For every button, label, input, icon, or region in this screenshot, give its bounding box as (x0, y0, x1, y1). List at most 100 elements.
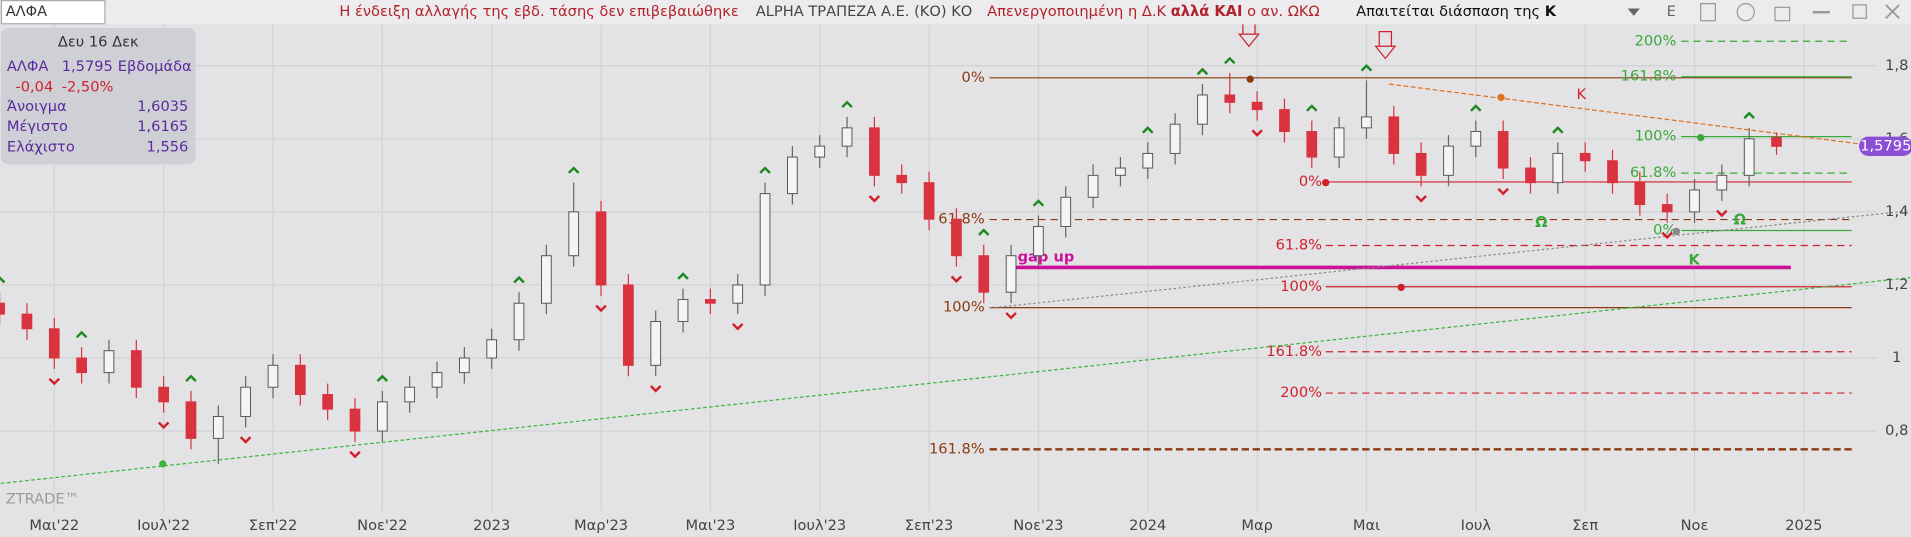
x-tick-label: Νοε'23 (1013, 517, 1063, 534)
pivot-dot (1246, 75, 1254, 83)
toolbar-icon[interactable] (1852, 4, 1867, 19)
x-tick-label: Ιουλ (1461, 517, 1492, 534)
buy-signal (978, 228, 990, 236)
buy-signal (1552, 126, 1564, 134)
x-tick-label: Μαι'23 (685, 517, 735, 534)
toolbar-icon[interactable] (1885, 4, 1900, 19)
candle-body (1689, 189, 1700, 213)
candle-body (103, 350, 115, 374)
dropdown-icon[interactable] (1627, 8, 1640, 16)
symbol-input[interactable] (0, 0, 106, 25)
candle-body (568, 211, 580, 257)
candle-body (1251, 101, 1263, 111)
candle-body (841, 127, 853, 147)
candle-body (48, 328, 60, 359)
buy-signal (0, 276, 6, 284)
x-tick-label: Μαι (1353, 517, 1380, 534)
toolbar-icon[interactable] (1774, 6, 1791, 22)
price-tag (1859, 136, 1911, 157)
sell-signal (868, 195, 881, 203)
candle-body (1743, 138, 1755, 176)
candle-body (431, 372, 443, 388)
candle-body (1197, 94, 1208, 125)
levels: 0% 61.8% 100% 161.8% 0% 61.8% 100% 161.8% 200% 20… (929, 32, 1852, 457)
candle-body (1279, 109, 1290, 132)
sell-signal (1251, 129, 1263, 137)
candle-body (540, 255, 552, 304)
pivot-dot (1397, 283, 1405, 292)
toolbar-icon[interactable] (1736, 3, 1755, 22)
candle-body (923, 182, 935, 220)
sell-signal (48, 377, 61, 386)
status-part: Απενεργοποιημένη η Δ.Κ (987, 3, 1171, 20)
info-change-pct: -2,50% (62, 79, 114, 96)
sell-signal (349, 450, 361, 459)
info-value: 1,6165 (137, 118, 188, 135)
fib-level-label: 200% (1280, 384, 1322, 401)
candle-body (1087, 174, 1099, 198)
buy-signal (513, 275, 525, 284)
price-tag-label: 1,5795 (1860, 137, 1911, 154)
sell-signal (731, 323, 744, 331)
info-label: Άνοιγμα (7, 98, 67, 115)
buy-signal (567, 166, 580, 174)
toolbar-icon[interactable] (1700, 3, 1716, 22)
sell-signal (1005, 312, 1017, 320)
candle-body (650, 320, 662, 366)
fib-level-label: 0% (962, 69, 985, 86)
buy-signal (759, 166, 771, 174)
candle-body (1634, 182, 1646, 206)
x-tick-label: Μαι'22 (29, 517, 79, 534)
fib-level-label: 161.8% (929, 440, 985, 457)
x-tick-label: Σεπ'23 (905, 517, 954, 534)
candle-body (1552, 152, 1564, 184)
candle-body (677, 299, 689, 322)
trend-line (1388, 83, 1858, 145)
trend-message: Η ένδειξη αλλαγής της εβδ. τάσης δεν επι… (339, 3, 738, 20)
fib-level-label: 100% (1635, 128, 1677, 145)
trend-line (0, 277, 1911, 485)
company-name: ALPHA ΤΡΑΠΕΖΑ Α.Ε. (ΚΟ) ΚΟ (756, 3, 973, 20)
candle-body (787, 156, 798, 195)
candle-body (1525, 167, 1536, 184)
fib-level-label: 61.8% (1630, 164, 1677, 181)
buy-signal (75, 330, 88, 339)
candle-body (513, 302, 525, 341)
sell-signal (239, 436, 252, 444)
buy-signal (1360, 64, 1373, 72)
candle-body (294, 364, 306, 396)
candle-body (869, 127, 880, 176)
x-tick-label: Νοε (1681, 517, 1709, 534)
x-tick-label: Ιουλ'23 (793, 517, 846, 534)
candle-body (1361, 116, 1372, 129)
y-tick-label: 1 (1892, 349, 1901, 366)
candle-body (951, 218, 962, 257)
info-value: 1,556 (147, 138, 189, 155)
candle-body (486, 339, 498, 359)
candle-body (1716, 174, 1728, 191)
candle-body (76, 357, 87, 374)
trend-line (989, 210, 1911, 309)
candle-body (623, 284, 634, 366)
x-tick-label: Σεπ'22 (249, 517, 298, 534)
candle-body (376, 401, 388, 432)
candle-body (1306, 131, 1318, 158)
info-panel (0, 28, 196, 165)
buy-signal (1306, 104, 1318, 112)
x-tick-label: Ιουλ'22 (137, 517, 190, 534)
candle-body (1771, 137, 1782, 147)
candle-body (978, 255, 990, 293)
pivot-dot (159, 460, 167, 468)
candle-body (322, 394, 334, 410)
annotation: K (1577, 86, 1587, 103)
x-tick-label: Μαρ (1241, 517, 1273, 534)
candle-body (0, 302, 5, 315)
toolbar-button[interactable]: E (1667, 3, 1676, 20)
candle-body (1579, 152, 1591, 162)
candle-body (1333, 127, 1345, 158)
candle-body (1661, 204, 1673, 213)
candle-body (1115, 167, 1126, 176)
status-message: Απενεργοποιημένη η Δ.Κ αλλά ΚΑΙ ο αν. ΩΚ… (987, 3, 1320, 20)
candle-body (1060, 196, 1072, 227)
